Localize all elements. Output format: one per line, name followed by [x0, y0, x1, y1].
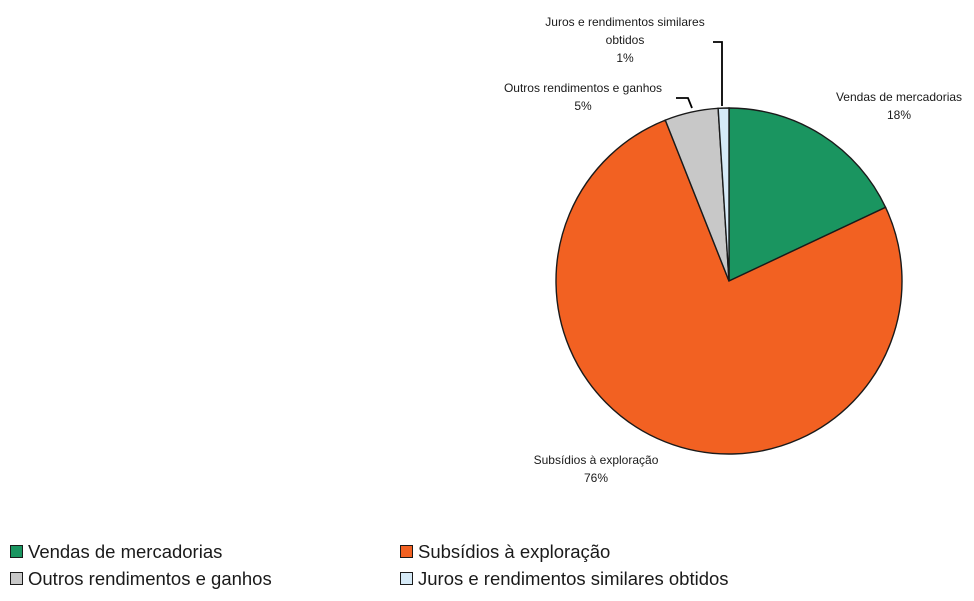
data-label-juros: Juros e rendimentos similares obtidos 1% — [545, 15, 704, 65]
legend-item-vendas: Vendas de mercadorias — [10, 541, 222, 563]
legend-swatch-vendas — [10, 545, 23, 558]
leader-lines — [676, 41, 723, 109]
leader-line-juros — [713, 41, 723, 106]
legend-item-juros: Juros e rendimentos similares obtidos — [400, 568, 729, 590]
legend-swatch-subsidios — [400, 545, 413, 558]
pie-slice-juros — [717, 107, 730, 282]
legend-label-juros: Juros e rendimentos similares obtidos — [418, 568, 729, 589]
data-label-vendas: Vendas de mercadorias 18% — [836, 90, 962, 122]
pie-slices — [555, 107, 903, 455]
legend-swatch-juros — [400, 572, 413, 585]
legend-label-outros: Outros rendimentos e ganhos — [28, 568, 272, 589]
legend-swatch-outros — [10, 572, 23, 585]
leader-line-outros — [676, 97, 693, 109]
legend-item-outros: Outros rendimentos e ganhos — [10, 568, 272, 590]
legend: Vendas de mercadorias Subsídios à explor… — [10, 541, 810, 601]
pie-slice-subsidios — [555, 119, 903, 455]
legend-item-subsidios: Subsídios à exploração — [400, 541, 610, 563]
data-label-outros: Outros rendimentos e ganhos 5% — [504, 81, 662, 113]
data-label-subsidios: Subsídios à exploração 76% — [534, 453, 659, 485]
legend-label-vendas: Vendas de mercadorias — [28, 541, 223, 562]
pie-slice-vendas — [728, 107, 887, 283]
legend-label-subsidios: Subsídios à exploração — [418, 541, 611, 562]
data-labels: Vendas de mercadorias 18% Subsídios à expl… — [504, 15, 962, 485]
pie-chart: Vendas de mercadorias 18% Subsídios à expl… — [504, 15, 962, 485]
